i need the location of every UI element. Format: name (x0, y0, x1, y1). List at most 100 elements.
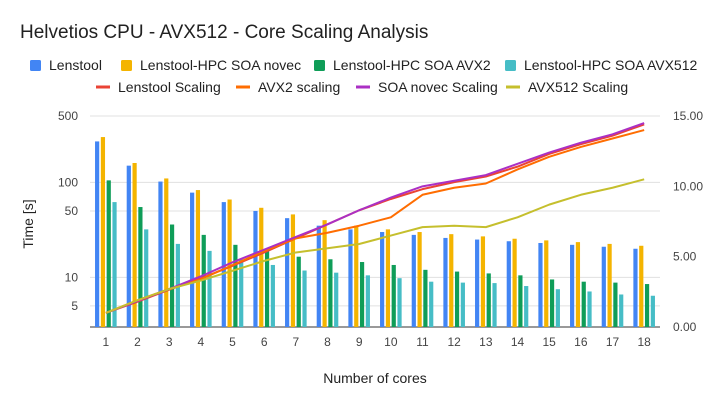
legend-label-avx2-scaling: AVX2 scaling (258, 79, 340, 95)
lines (105, 122, 645, 314)
bar-lenstool-hpc-soa-novec (322, 220, 327, 327)
x-tick-label: 18 (637, 335, 651, 349)
x-tick-label: 17 (606, 335, 620, 349)
bar-lenstool-hpc-soa-avx2 (613, 282, 618, 327)
bar-lenstool-hpc-soa-avx512 (239, 259, 244, 327)
legend-label-lenstool: Lenstool (49, 57, 102, 73)
x-tick-label: 11 (416, 335, 429, 349)
line-soa-novec-scaling (105, 122, 645, 314)
bar-lenstool-hpc-soa-avx512 (397, 278, 402, 327)
bar-lenstool-hpc-soa-avx512 (650, 295, 655, 327)
x-tick-label: 6 (261, 335, 268, 349)
bar-lenstool-hpc-soa-avx512 (207, 250, 212, 327)
chart-title: Helvetios CPU - AVX512 - Core Scaling An… (20, 22, 428, 43)
legend-label-soa-novec-scaling: SOA novec Scaling (378, 79, 498, 95)
bar-lenstool-hpc-soa-novec (607, 243, 612, 327)
bar-lenstool (285, 218, 290, 327)
bar-lenstool (443, 237, 448, 327)
bar-lenstool-hpc-soa-novec (512, 238, 517, 327)
bar-lenstool-hpc-soa-avx2 (296, 256, 301, 327)
bar-lenstool (538, 242, 543, 327)
bar-lenstool-hpc-soa-avx512 (365, 275, 370, 327)
x-tick-label: 13 (479, 335, 493, 349)
x-tick-label: 8 (324, 335, 331, 349)
bar-lenstool (190, 192, 195, 327)
y-left-tick-label: 500 (58, 109, 78, 123)
bar-lenstool (633, 248, 638, 327)
bar-lenstool (348, 229, 353, 327)
bar-lenstool-hpc-soa-avx2 (201, 234, 206, 327)
bars (95, 137, 655, 327)
bar-lenstool (126, 165, 131, 327)
x-axis-label: Number of cores (323, 370, 426, 386)
x-tick-label: 1 (102, 335, 109, 349)
y-right-tick-label: 0.00 (673, 320, 697, 334)
bar-lenstool (221, 202, 226, 327)
bar-lenstool (475, 239, 480, 327)
bar-lenstool-hpc-soa-avx2 (549, 279, 555, 327)
bar-lenstool-hpc-soa-novec (354, 225, 359, 327)
legend-swatch-lenstool-hpc-soa-avx2 (314, 60, 325, 71)
bar-lenstool-hpc-soa-avx512 (302, 270, 307, 327)
x-tick-label: 5 (229, 335, 236, 349)
bar-lenstool-hpc-soa-avx2 (169, 224, 175, 327)
bar-lenstool-hpc-soa-novec (132, 162, 137, 327)
bar-lenstool (158, 181, 163, 327)
y-left-tick-label: 10 (65, 270, 79, 284)
y-right-tick-label: 5.00 (673, 250, 697, 264)
legend-label-lenstool-hpc-soa-avx512: Lenstool-HPC SOA AVX512 (524, 57, 697, 73)
legend-label-lenstool-scaling: Lenstool Scaling (118, 79, 221, 95)
bar-lenstool (316, 225, 321, 327)
bar-lenstool-hpc-soa-avx512 (587, 291, 592, 327)
bar-lenstool-hpc-soa-novec (449, 234, 454, 327)
x-tick-label: 2 (134, 335, 141, 349)
bar-lenstool-hpc-soa-avx2 (423, 269, 428, 327)
legend-label-lenstool-hpc-soa-avx2: Lenstool-HPC SOA AVX2 (333, 57, 491, 73)
legend-label-lenstool-hpc-soa-novec: Lenstool-HPC SOA novec (140, 57, 301, 73)
legend-swatch-lenstool-hpc-soa-avx512 (505, 60, 516, 71)
bar-lenstool-hpc-soa-avx2 (138, 207, 143, 327)
bar-lenstool-hpc-soa-avx512 (144, 229, 149, 327)
bar-lenstool-hpc-soa-novec (164, 178, 169, 327)
bar-lenstool-hpc-soa-novec (290, 214, 296, 327)
bar-lenstool (380, 232, 385, 327)
bar-lenstool-hpc-soa-avx2 (581, 281, 586, 327)
bar-lenstool-hpc-soa-avx2 (328, 259, 333, 327)
legend-label-avx512-scaling: AVX512 Scaling (528, 79, 628, 95)
bar-lenstool-hpc-soa-avx512 (112, 202, 117, 327)
bar-lenstool-hpc-soa-novec (544, 240, 549, 327)
bar-lenstool-hpc-soa-novec (385, 229, 391, 327)
legend: Lenstool Lenstool-HPC SOA novec Lenstool-H… (30, 57, 697, 95)
x-tick-label: 15 (542, 335, 556, 349)
line-avx2-scaling (105, 129, 645, 314)
x-tick-label: 9 (356, 335, 363, 349)
bar-lenstool-hpc-soa-avx2 (106, 180, 111, 327)
y-left-tick-label: 50 (65, 204, 79, 218)
line-avx512-scaling (105, 178, 645, 314)
bar-lenstool-hpc-soa-avx2 (454, 271, 460, 327)
x-tick-label: 7 (292, 335, 299, 349)
bar-lenstool-hpc-soa-novec (195, 190, 201, 327)
x-tick-label: 12 (447, 335, 461, 349)
y-axis-label: Time [s] (20, 199, 36, 248)
x-tick-label: 14 (511, 335, 525, 349)
bar-lenstool (95, 141, 100, 327)
bar-lenstool-hpc-soa-avx512 (270, 264, 275, 327)
bar-lenstool (506, 241, 511, 327)
x-tick-label: 10 (384, 335, 398, 349)
bar-lenstool-hpc-soa-avx512 (555, 289, 560, 327)
bar-lenstool-hpc-soa-avx2 (391, 264, 396, 327)
bar-lenstool (601, 246, 606, 327)
x-tick-label: 16 (574, 335, 588, 349)
bar-lenstool-hpc-soa-avx512 (524, 286, 529, 327)
bar-lenstool-hpc-soa-novec (575, 242, 581, 327)
bar-lenstool (253, 210, 258, 327)
legend-swatch-lenstool (30, 60, 41, 71)
bar-lenstool-hpc-soa-novec (417, 232, 422, 327)
x-tick-label: 3 (166, 335, 173, 349)
y-left-tick-label: 5 (71, 299, 78, 313)
bar-lenstool-hpc-soa-avx512 (460, 282, 465, 327)
